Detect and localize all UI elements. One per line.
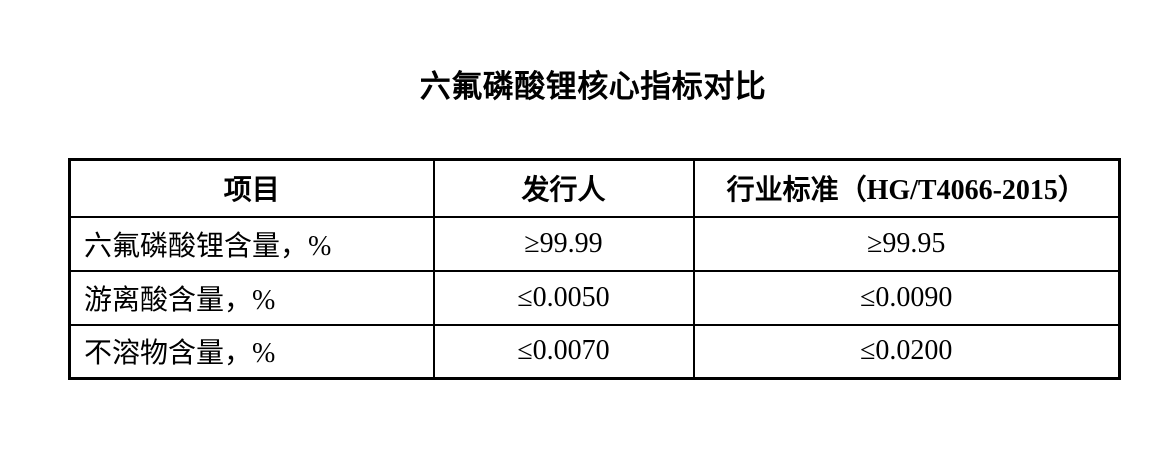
- table-row: 不溶物含量，% ≤0.0070 ≤0.0200: [68, 323, 1121, 380]
- header-issuer: 发行人: [432, 158, 695, 218]
- cell-standard-value: ≤0.0090: [692, 269, 1121, 326]
- cell-item-name: 游离酸含量，%: [68, 269, 435, 326]
- cell-issuer-value: ≤0.0070: [432, 323, 695, 380]
- page-title: 六氟磷酸锂核心指标对比: [419, 69, 767, 104]
- cell-item-name: 不溶物含量，%: [68, 323, 435, 380]
- table-header-row: 项目 发行人 行业标准（HG/T4066-2015）: [68, 158, 1121, 218]
- cell-standard-value: ≤0.0200: [692, 323, 1121, 380]
- cell-item-name: 六氟磷酸锂含量，%: [68, 215, 435, 272]
- cell-standard-value: ≥99.95: [692, 215, 1121, 272]
- table-row: 游离酸含量，% ≤0.0050 ≤0.0090: [68, 269, 1121, 326]
- cell-issuer-value: ≤0.0050: [432, 269, 695, 326]
- header-item: 项目: [68, 158, 435, 218]
- header-industry-standard: 行业标准（HG/T4066-2015）: [692, 158, 1121, 218]
- cell-issuer-value: ≥99.99: [432, 215, 695, 272]
- table-row: 六氟磷酸锂含量，% ≥99.99 ≥99.95: [68, 215, 1121, 272]
- comparison-table: 项目 发行人 行业标准（HG/T4066-2015） 六氟磷酸锂含量，% ≥99…: [68, 158, 1121, 380]
